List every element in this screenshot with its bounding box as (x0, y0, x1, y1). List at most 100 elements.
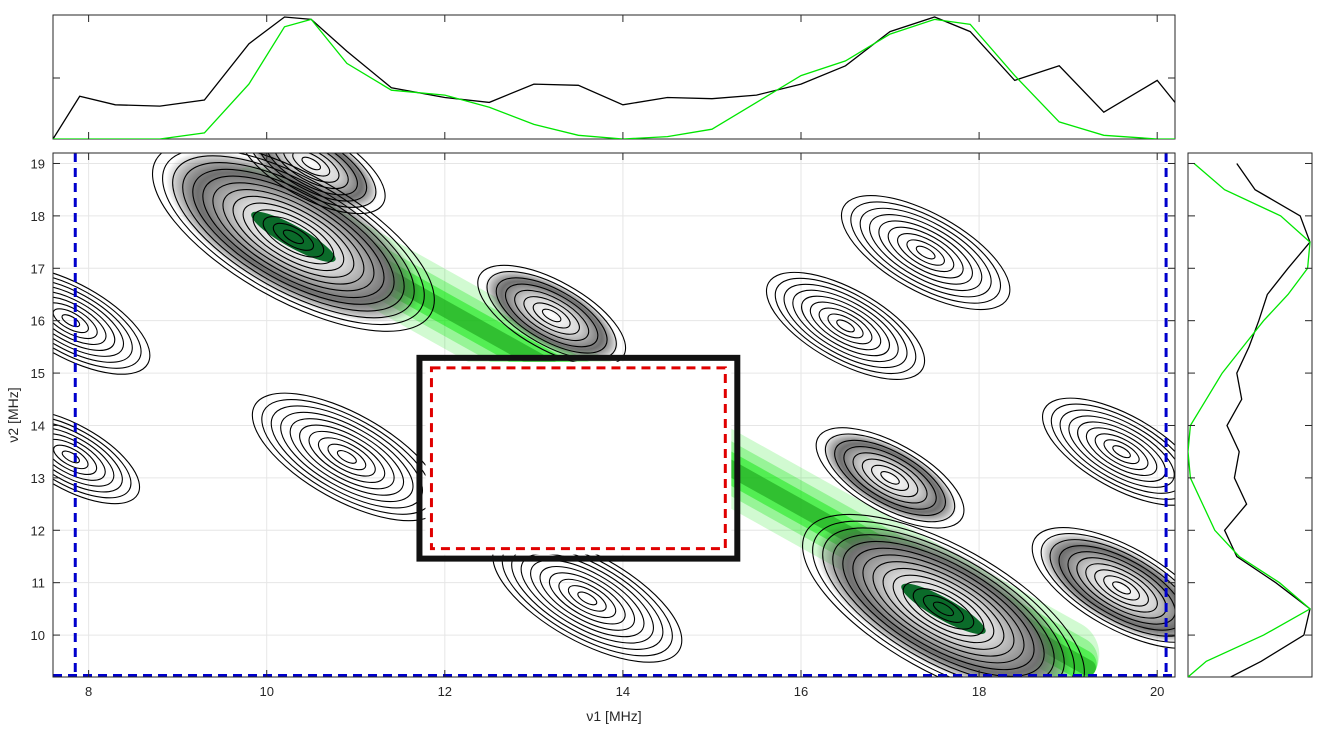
contour-line (273, 153, 349, 190)
contour-line (504, 283, 599, 348)
contour-line (1112, 445, 1131, 459)
contour-line (859, 207, 992, 298)
contour-line (299, 424, 395, 490)
contour-line (53, 290, 116, 351)
top-panel-ticks (53, 15, 1175, 139)
y-tick-label: 12 (31, 523, 45, 538)
contour-line (912, 588, 975, 630)
contour-line (336, 449, 357, 464)
contour-line (236, 153, 386, 215)
contour-line (882, 567, 1005, 650)
contour-line (172, 155, 415, 319)
contour-line (872, 561, 1015, 657)
y-tick-label: 13 (31, 471, 45, 486)
contour-line (541, 308, 562, 323)
contour-line (878, 220, 973, 285)
contour-line (264, 153, 358, 196)
overlay-boxes (53, 153, 1175, 677)
contour-line (192, 168, 395, 305)
y-tick-label: 15 (31, 366, 45, 381)
contour-line (840, 195, 1011, 311)
top-projection-panel (52, 14, 1176, 140)
y-tick-label: 17 (31, 261, 45, 276)
contour-line (850, 201, 1002, 304)
contour-line (495, 277, 608, 354)
contour-line (222, 189, 365, 285)
y-tick-label: 11 (32, 576, 46, 591)
contour-line (922, 594, 965, 623)
excluded-box-edge (416, 354, 741, 562)
contour-line (242, 202, 345, 272)
right-projection-panel (1187, 152, 1313, 678)
contour-line (1103, 575, 1140, 601)
y-tick-label: 18 (31, 209, 45, 224)
contour-line (520, 553, 654, 644)
contour-line (53, 266, 151, 375)
contour-line (1067, 551, 1175, 625)
contour-line (1085, 427, 1158, 477)
contour-line (871, 464, 910, 491)
right-panel-frame (1187, 152, 1313, 678)
right-panel-ticks (1188, 162, 1312, 636)
main-panel-frame (52, 152, 1176, 678)
contour-line (1112, 581, 1132, 595)
main-contour-panel: 8 10 12 14 16 18 20 10 11 12 13 14 15 16 17 18 19 ν1 [MH… (5, 152, 1176, 724)
contour-line (897, 233, 955, 273)
contour-line (827, 313, 864, 339)
contour-line (53, 409, 141, 505)
contour-line (765, 271, 926, 381)
contour-line (282, 153, 340, 183)
contour-line (815, 427, 965, 529)
contour-line (812, 520, 1075, 677)
y-tick-label: 16 (31, 314, 45, 329)
contour-line (1085, 563, 1158, 613)
contour-line (1058, 545, 1175, 631)
contour-line (906, 239, 945, 266)
contour-line (932, 601, 955, 617)
contour-line (836, 319, 855, 333)
contour-line (1040, 533, 1175, 643)
contour-line (308, 430, 386, 483)
contour-line (1094, 569, 1149, 607)
contour-line (802, 513, 1085, 677)
contour-line (558, 578, 617, 619)
contour-line (1050, 403, 1175, 500)
contour-line (280, 411, 414, 503)
x-tick-label: 8 (85, 684, 92, 699)
contour-line (262, 216, 325, 258)
contour-line (61, 450, 80, 464)
contour-line (774, 277, 917, 375)
contour-line (1103, 439, 1140, 465)
contour-line (182, 162, 405, 312)
contour-line (1049, 539, 1175, 637)
x-tick-label: 16 (794, 684, 808, 699)
y-axis-label: ν2 [MHz] (5, 387, 21, 442)
contour-line (282, 229, 305, 245)
contour-line (162, 153, 425, 326)
contour-line (801, 295, 890, 357)
contour-line (53, 296, 107, 346)
top-projection-line (53, 18, 1175, 139)
contour-line (232, 195, 355, 278)
contour-line (246, 153, 377, 208)
contour-line (1059, 409, 1175, 494)
contour-line (852, 547, 1035, 671)
peak-core (251, 211, 336, 263)
excluded-box-fill (425, 361, 732, 555)
contour-line (792, 289, 899, 363)
contour-line (317, 437, 376, 477)
contour-line (539, 565, 636, 631)
contour-line (61, 314, 81, 328)
contour-line (842, 540, 1045, 677)
contour-line (53, 272, 142, 369)
x-tick-label: 18 (972, 684, 986, 699)
x-tick-label: 10 (259, 684, 273, 699)
x-tick-label: 20 (1150, 684, 1164, 699)
contour-line (887, 226, 964, 279)
contour-line (824, 433, 956, 523)
x-tick-label: 14 (616, 684, 630, 699)
contour-line (53, 433, 106, 481)
right-projection-line (1223, 163, 1311, 677)
contour-line (486, 271, 617, 360)
